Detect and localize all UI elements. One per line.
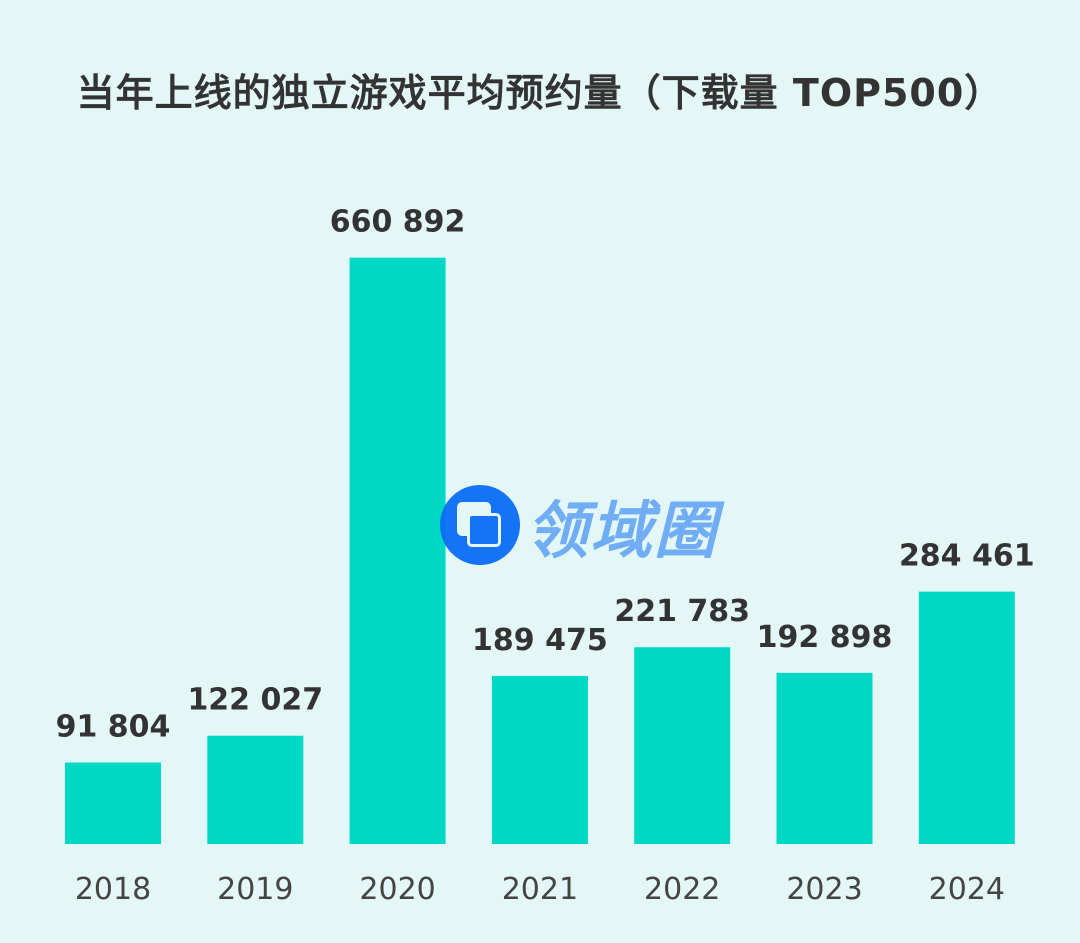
x-tick-2022: 2022 (644, 872, 720, 907)
value-label-2018: 91 804 (56, 710, 171, 745)
bar-2021 (491, 675, 588, 844)
value-label-2019: 122 027 (187, 683, 323, 718)
value-label-2024: 284 461 (899, 539, 1035, 574)
value-label-2022: 221 783 (614, 594, 750, 629)
bar-2022 (634, 647, 731, 844)
bar-2024 (918, 591, 1015, 844)
x-tick-2019: 2019 (217, 872, 293, 907)
bar-2018 (65, 762, 161, 844)
x-tick-2020: 2020 (359, 872, 435, 907)
x-tick-2024: 2024 (929, 872, 1005, 907)
value-label-2020: 660 892 (330, 205, 466, 240)
chart-title: 当年上线的独立游戏平均预约量（下载量 TOP500） (76, 71, 1004, 115)
watermark: 领域圈 (440, 480, 718, 570)
watermark-text: 领域圈 (526, 494, 719, 567)
x-tick-2021: 2021 (502, 872, 578, 907)
bar-2019 (207, 735, 304, 844)
value-label-2023: 192 898 (757, 620, 893, 655)
bar-2023 (776, 672, 873, 844)
bar-2020 (349, 257, 446, 844)
x-tick-2023: 2023 (786, 872, 862, 907)
watermark-logo-icon (440, 485, 520, 565)
x-tick-2018: 2018 (75, 872, 151, 907)
value-label-2021: 189 475 (472, 623, 608, 658)
